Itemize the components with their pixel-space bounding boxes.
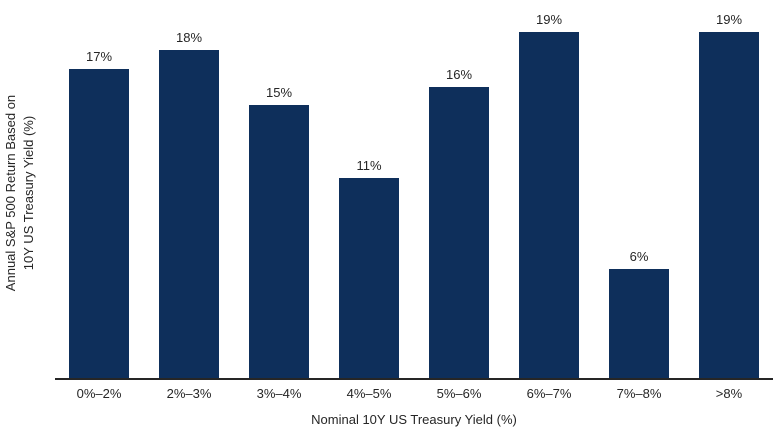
bar xyxy=(519,32,579,378)
x-axis-line xyxy=(55,378,773,380)
bar xyxy=(699,32,759,378)
x-tick-label: 3%–4% xyxy=(256,386,302,401)
bar-column: 11% xyxy=(339,158,399,378)
bar-value-label: 19% xyxy=(715,12,743,27)
x-tick-label: 0%–2% xyxy=(76,386,122,401)
bar-column: 17% xyxy=(69,49,129,378)
x-tick-label: 4%–5% xyxy=(346,386,392,401)
bar xyxy=(69,69,129,378)
x-axis-title: Nominal 10Y US Treasury Yield (%) xyxy=(311,412,517,427)
x-tick-label: 5%–6% xyxy=(436,386,482,401)
bar-value-label: 17% xyxy=(85,49,113,64)
x-tick-label: 6%–7% xyxy=(526,386,572,401)
bar xyxy=(159,50,219,378)
bar-value-label: 18% xyxy=(175,30,203,45)
bar-column: 18% xyxy=(159,30,219,378)
bars-row: 17% 18% 15% 11% 16% 19% 6% 19% xyxy=(55,8,773,378)
bar-column: 16% xyxy=(429,67,489,378)
bar-value-label: 6% xyxy=(629,249,649,264)
x-tick-label: 7%–8% xyxy=(616,386,662,401)
bar xyxy=(339,178,399,378)
bar-column: 15% xyxy=(249,85,309,378)
bar-value-label: 16% xyxy=(445,67,473,82)
x-tick-label: 2%–3% xyxy=(166,386,212,401)
bar-value-label: 15% xyxy=(265,85,293,100)
x-tick-label: >8% xyxy=(715,386,743,401)
bar xyxy=(609,269,669,378)
y-axis-label-line2: 10Y US Treasury Yield (%) xyxy=(21,115,37,271)
bar-value-label: 11% xyxy=(356,158,382,173)
bar-column: 19% xyxy=(519,12,579,378)
y-axis-label: Annual S&P 500 Return Based on 10Y US Tr… xyxy=(2,8,40,378)
plot-area: 17% 18% 15% 11% 16% 19% 6% 19% 0%–2% 2%–3% 3%–4% 4… xyxy=(55,8,773,427)
bar xyxy=(249,105,309,378)
bar-column: 19% xyxy=(699,12,759,378)
y-axis-label-line1: Annual S&P 500 Return Based on xyxy=(3,94,18,292)
bar-value-label: 19% xyxy=(535,12,563,27)
x-labels-row: 0%–2% 2%–3% 3%–4% 4%–5% 5%–6% 6%–7% 7%–8% >8% xyxy=(55,380,773,401)
bar-column: 6% xyxy=(609,249,669,378)
bar xyxy=(429,87,489,378)
